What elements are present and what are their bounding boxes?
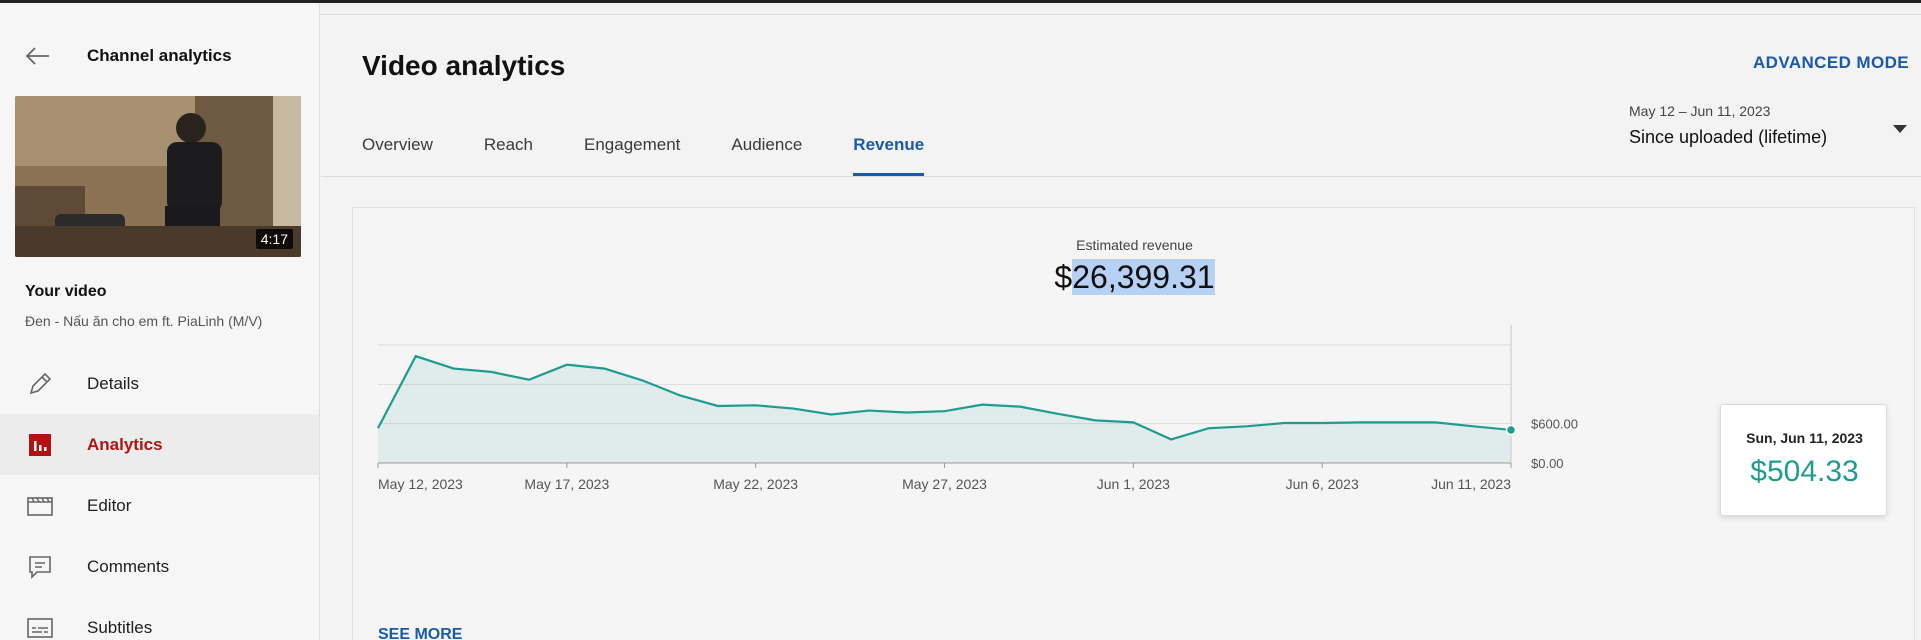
sidebar-item-label: Comments [87, 556, 170, 576]
sidebar-item-comments[interactable]: Comments [0, 536, 319, 597]
back-arrow-icon[interactable] [24, 42, 52, 70]
sidebar-nav: Details Analytics Editor Comments Subtit… [0, 353, 319, 640]
date-range-dates: May 12 – Jun 11, 2023 [1629, 103, 1771, 119]
see-more-button[interactable]: SEE MORE [378, 626, 463, 640]
data-point [1505, 424, 1517, 436]
sidebar-item-label: Details [87, 373, 139, 393]
sidebar-item-analytics[interactable]: Analytics [0, 414, 319, 475]
tabs-divider [321, 176, 1921, 177]
metric-amount: 26,399.31 [1072, 259, 1215, 295]
video-title: Đen - Nấu ăn cho em ft. PiaLinh (M/V) [25, 313, 263, 329]
sidebar-item-label: Subtitles [87, 617, 153, 637]
tab-bar: Overview Reach Engagement Audience Reven… [362, 121, 975, 176]
channel-analytics-link[interactable]: Channel analytics [87, 46, 232, 65]
sidebar-item-editor[interactable]: Editor [0, 475, 319, 536]
revenue-chart[interactable]: $0.00 $600.00 May 12, 2023 May 17, 2023 May … [353, 208, 1916, 628]
tab-audience[interactable]: Audience [731, 135, 803, 154]
metric-value: $26,399.31 [353, 259, 1916, 296]
dropdown-arrow-icon [1893, 125, 1907, 133]
tab-overview[interactable]: Overview [362, 135, 433, 154]
comments-icon [26, 553, 54, 581]
series-line [377, 354, 1512, 441]
date-range-label: Since uploaded (lifetime) [1629, 127, 1828, 147]
tab-revenue[interactable]: Revenue [853, 121, 924, 176]
x-tick-label: Jun 11, 2023 [1431, 476, 1511, 492]
chart-area [378, 356, 1511, 463]
x-tick-label: May 17, 2023 [524, 476, 609, 492]
pencil-icon [26, 370, 54, 398]
x-tick-label: Jun 6, 2023 [1286, 476, 1359, 492]
date-range-selector[interactable]: May 12 – Jun 11, 2023 Since uploaded (li… [1629, 103, 1919, 163]
y-tick-label: $0.00 [1531, 456, 1564, 471]
x-tick-label: May 12, 2023 [378, 476, 463, 492]
sidebar-item-details[interactable]: Details [0, 353, 319, 414]
tooltip-date: Sun, Jun 11, 2023 [1746, 430, 1863, 446]
video-duration: 4:17 [255, 229, 293, 249]
subtitles-icon [26, 614, 54, 640]
y-tick-label: $600.00 [1531, 417, 1578, 432]
sidebar-item-subtitles[interactable]: Subtitles [0, 597, 319, 640]
chart-tooltip: Sun, Jun 11, 2023 $504.33 [1720, 404, 1887, 516]
window-top-border [0, 0, 1921, 3]
editor-icon [26, 492, 54, 520]
video-thumbnail[interactable]: 4:17 [15, 96, 301, 257]
advanced-mode-button[interactable]: ADVANCED MODE [1752, 53, 1909, 72]
your-video-label: Your video [25, 283, 107, 300]
sidebar-item-label: Analytics [87, 434, 163, 454]
tab-reach[interactable]: Reach [483, 135, 533, 154]
metric-currency: $ [1054, 259, 1073, 295]
tab-engagement[interactable]: Engagement [584, 135, 681, 154]
metric-label: Estimated revenue [1076, 237, 1193, 253]
x-tick-label: May 27, 2023 [902, 476, 987, 492]
page-title: Video analytics [362, 50, 566, 81]
tooltip-value: $504.33 [1750, 455, 1859, 488]
revenue-card: Estimated revenue $26,399.31 $0.00 $600.0… [352, 207, 1915, 640]
header-divider [0, 14, 1921, 15]
sidebar: Channel analytics 4:17 Your video Đen - … [0, 3, 320, 640]
back-row [24, 41, 52, 71]
x-tick-label: May 22, 2023 [713, 476, 798, 492]
sidebar-item-label: Editor [87, 495, 132, 515]
x-tick-label: Jun 1, 2023 [1097, 476, 1170, 492]
analytics-icon [26, 431, 54, 459]
main-content: Video analytics ADVANCED MODE Overview R… [321, 3, 1921, 640]
